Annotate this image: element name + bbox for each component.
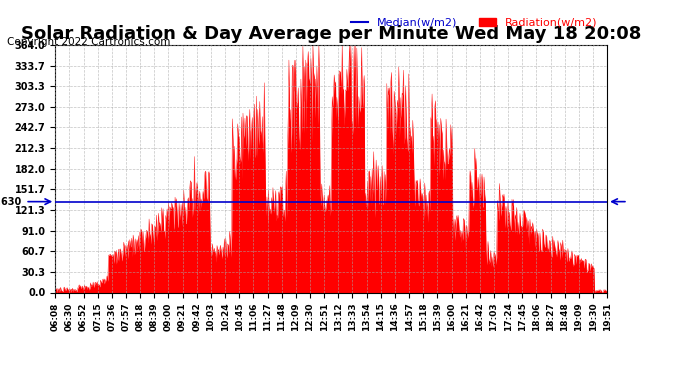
Text: Copyright 2022 Cartronics.com: Copyright 2022 Cartronics.com [7,37,170,47]
Legend: Median(w/m2), Radiation(w/m2): Median(w/m2), Radiation(w/m2) [346,13,602,32]
Text: 133.630: 133.630 [0,196,22,207]
Title: Solar Radiation & Day Average per Minute Wed May 18 20:08: Solar Radiation & Day Average per Minute… [21,26,642,44]
